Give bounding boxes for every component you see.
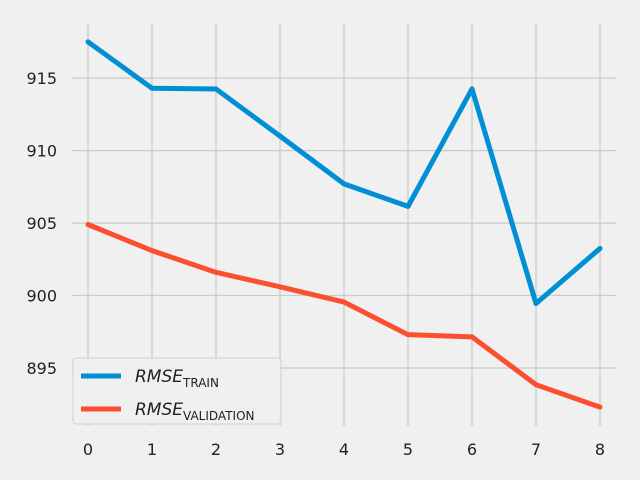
legend-label: RMSEVALIDATION: [135, 400, 255, 423]
data-point-train: [405, 203, 411, 209]
legend-label-main: RMSE: [135, 400, 183, 420]
data-point-validation: [85, 222, 91, 227]
legend-label-main: RMSE: [135, 367, 183, 387]
y-tick-label: 910: [26, 142, 57, 161]
x-tick-label: 7: [531, 440, 541, 459]
legend-label-subscript: TRAIN: [182, 376, 219, 390]
y-tick-label: 895: [26, 359, 57, 378]
data-point-validation: [213, 269, 219, 275]
x-tick-label: 1: [147, 440, 157, 459]
y-axis-ticks: 895 900 905 910 915: [26, 69, 57, 378]
data-point-train: [85, 39, 91, 45]
legend-box: [72, 357, 282, 425]
data-point-train: [277, 133, 283, 139]
data-point-train: [213, 86, 219, 92]
data-point-validation: [469, 334, 475, 340]
x-tick-label: 0: [83, 440, 93, 459]
y-tick-label: 905: [26, 214, 57, 233]
data-point-validation: [597, 404, 603, 410]
data-point-validation: [405, 332, 411, 338]
data-point-train: [597, 245, 603, 251]
legend-label: RMSETRAIN: [135, 367, 219, 390]
y-tick-label: 915: [26, 69, 57, 88]
data-point-validation: [149, 248, 155, 254]
data-point-train: [469, 86, 475, 92]
x-tick-label: 8: [595, 440, 605, 459]
x-tick-label: 6: [467, 440, 477, 459]
x-axis-ticks: 0 1 2 3 4 5 6 7 8: [83, 440, 605, 459]
data-point-train: [149, 85, 155, 91]
data-point-validation: [277, 284, 283, 290]
x-tick-label: 5: [403, 440, 413, 459]
series-layer: [85, 39, 603, 410]
x-tick-label: 2: [211, 440, 221, 459]
x-tick-label: 3: [275, 440, 285, 459]
data-point-train: [533, 301, 539, 307]
data-point-validation: [341, 299, 347, 305]
y-tick-label: 900: [26, 287, 57, 306]
data-point-validation: [533, 382, 539, 388]
data-point-train: [341, 181, 347, 187]
legend-label-subscript: VALIDATION: [183, 409, 254, 423]
x-tick-label: 4: [339, 440, 349, 459]
